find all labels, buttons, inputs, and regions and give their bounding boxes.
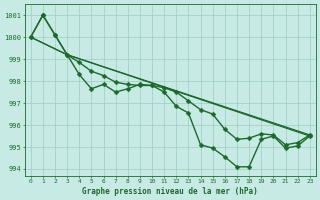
X-axis label: Graphe pression niveau de la mer (hPa): Graphe pression niveau de la mer (hPa) (82, 187, 258, 196)
